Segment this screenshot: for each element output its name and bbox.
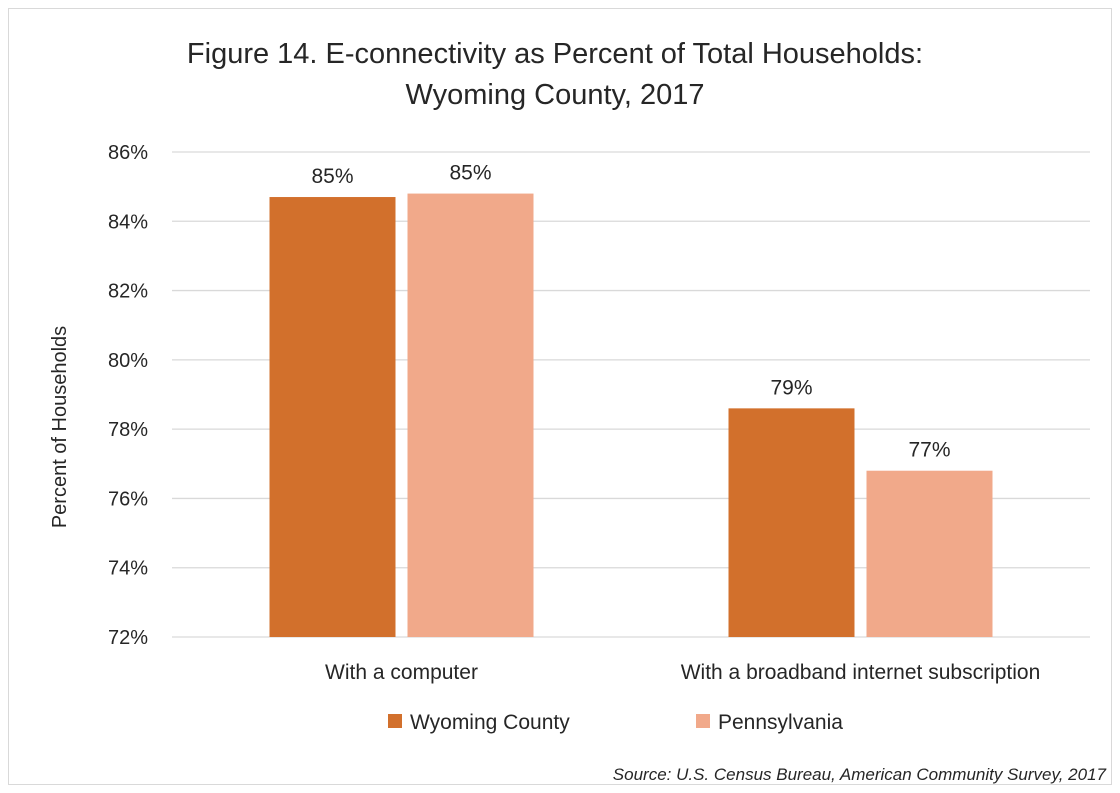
y-tick-label: 80% — [108, 350, 148, 372]
bars — [269, 193, 993, 638]
x-category-label: With a broadband internet subscription — [681, 661, 1041, 684]
legend-item-wyoming-county: Wyoming County — [388, 711, 570, 734]
chart-title-line-1: Figure 14. E-connectivity as Percent of … — [187, 38, 923, 70]
y-tick-label: 86% — [108, 142, 148, 164]
y-axis-title: Percent of Households — [49, 326, 71, 528]
bar-pennsylvania-0 — [407, 193, 534, 638]
y-tick-label: 76% — [108, 488, 148, 510]
y-tick-label: 74% — [108, 558, 148, 580]
legend-item-pennsylvania: Pennsylvania — [696, 711, 843, 734]
y-tick-label: 78% — [108, 419, 148, 441]
data-labels: 85% 85% 79% 77% — [311, 162, 950, 462]
y-tick-label: 84% — [108, 211, 148, 233]
legend-swatch — [696, 714, 710, 728]
chart-frame — [8, 8, 1112, 785]
x-category-label: With a computer — [325, 661, 478, 684]
legend-label: Wyoming County — [410, 711, 570, 734]
legend: Wyoming County Pennsylvania — [388, 711, 843, 734]
legend-swatch — [388, 714, 402, 728]
y-tick-label: 82% — [108, 281, 148, 303]
source-note: Source: U.S. Census Bureau, American Com… — [613, 765, 1107, 784]
bar-wyoming-county-0 — [269, 197, 396, 638]
data-label: 77% — [908, 439, 950, 462]
x-axis-categories: With a computer With a broadband internet… — [325, 661, 1040, 684]
data-label: 79% — [770, 376, 812, 399]
data-label: 85% — [449, 162, 491, 185]
bar-wyoming-county-1 — [728, 408, 855, 637]
bar-pennsylvania-1 — [866, 470, 993, 637]
chart-title-line-2: Wyoming County, 2017 — [405, 79, 704, 111]
y-axis-ticks: 72% 74% 76% 78% 80% 82% 84% 86% — [108, 142, 148, 649]
data-label: 85% — [311, 165, 353, 188]
legend-label: Pennsylvania — [718, 711, 843, 734]
y-tick-label: 72% — [108, 627, 148, 649]
